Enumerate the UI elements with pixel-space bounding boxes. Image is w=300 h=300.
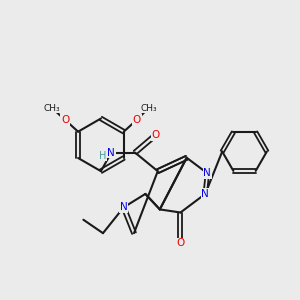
Text: CH₃: CH₃ (44, 103, 60, 112)
Text: O: O (152, 130, 160, 140)
Text: O: O (176, 238, 184, 248)
Text: N: N (201, 189, 209, 199)
Text: CH₃: CH₃ (140, 103, 157, 112)
Text: N: N (203, 168, 211, 178)
Text: N: N (120, 202, 128, 212)
Text: N: N (107, 148, 115, 158)
Text: O: O (133, 115, 141, 125)
Text: O: O (61, 115, 69, 125)
Text: H: H (99, 151, 106, 161)
